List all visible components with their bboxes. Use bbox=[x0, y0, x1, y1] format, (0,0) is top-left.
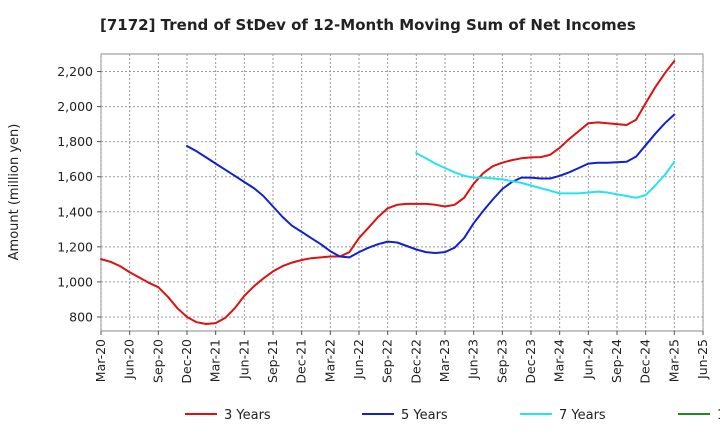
y-tick-label: 2,200 bbox=[57, 64, 93, 79]
x-tick-label: Mar-23 bbox=[437, 339, 452, 382]
legend-label: 3 Years bbox=[224, 408, 271, 423]
y-axis-ticks: 800 1,000 1,200 1,400 1,600 1,800 2,000 2,200 bbox=[57, 64, 101, 324]
y-tick-label: 2,000 bbox=[57, 99, 93, 114]
legend-item: 5 Years bbox=[362, 408, 448, 423]
x-tick-label: Dec-23 bbox=[523, 339, 538, 384]
y-tick-label: 1,000 bbox=[57, 274, 93, 289]
legend: 3 Years 5 Years 7 Years 10 Years bbox=[185, 408, 720, 423]
series-line-3-years bbox=[100, 60, 676, 325]
x-tick-label: Sep-24 bbox=[609, 339, 624, 383]
x-tick-label: Dec-21 bbox=[294, 339, 309, 384]
x-tick-label: Mar-21 bbox=[208, 339, 223, 382]
y-axis-label: Amount (million yen) bbox=[7, 124, 22, 261]
x-tick-label: Mar-25 bbox=[666, 339, 681, 382]
series-line-5-years bbox=[186, 113, 676, 259]
legend-item: 7 Years bbox=[520, 408, 606, 423]
x-tick-label: Sep-21 bbox=[265, 339, 280, 383]
x-tick-label: Mar-22 bbox=[322, 339, 337, 382]
x-axis-ticks: Mar-20 Jun-20 Sep-20 Dec-20 Mar-21 Jun-21 Sep-… bbox=[93, 331, 710, 384]
y-tick-label: 1,600 bbox=[57, 169, 93, 184]
x-tick-label: Dec-24 bbox=[638, 339, 653, 384]
x-tick-label: Dec-20 bbox=[179, 339, 194, 384]
x-tick-label: Jun-25 bbox=[695, 339, 710, 380]
y-tick-label: 1,200 bbox=[57, 239, 93, 254]
x-tick-label: Jun-23 bbox=[466, 339, 481, 380]
legend-item: 3 Years bbox=[185, 408, 271, 423]
legend-label: 10 Years bbox=[717, 408, 720, 423]
series-lines bbox=[100, 60, 676, 325]
legend-label: 7 Years bbox=[559, 408, 606, 423]
x-tick-label: Jun-20 bbox=[122, 339, 137, 380]
x-tick-label: Jun-24 bbox=[580, 339, 595, 380]
legend-item: 10 Years bbox=[678, 408, 720, 423]
legend-label: 5 Years bbox=[401, 408, 448, 423]
y-tick-label: 1,400 bbox=[57, 204, 93, 219]
x-tick-label: Sep-22 bbox=[380, 339, 395, 383]
x-tick-label: Mar-20 bbox=[93, 339, 108, 382]
series-line-7-years bbox=[415, 152, 676, 199]
y-tick-label: 1,800 bbox=[57, 134, 93, 149]
x-tick-label: Dec-22 bbox=[408, 339, 423, 384]
x-tick-label: Jun-22 bbox=[351, 339, 366, 380]
y-tick-label: 800 bbox=[69, 309, 93, 324]
x-tick-label: Mar-24 bbox=[552, 339, 567, 382]
x-tick-label: Sep-20 bbox=[150, 339, 165, 383]
x-tick-label: Jun-21 bbox=[236, 339, 251, 380]
chart-title: [7172] Trend of StDev of 12-Month Moving… bbox=[100, 16, 636, 34]
x-tick-label: Sep-23 bbox=[494, 339, 509, 383]
grid-lines bbox=[100, 54, 704, 331]
